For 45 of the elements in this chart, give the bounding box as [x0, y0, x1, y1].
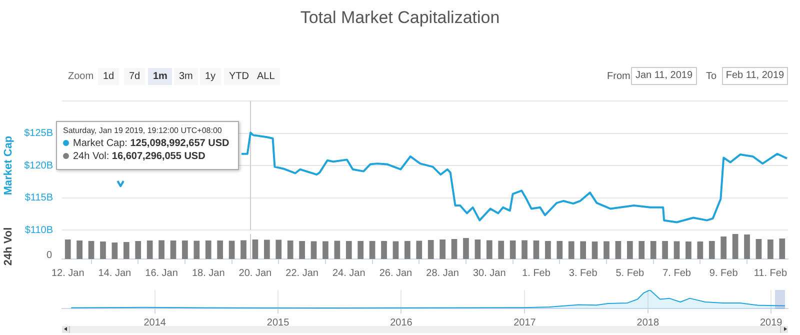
chart-title: Total Market Capitalization [299, 8, 501, 28]
y-tick-label: $120B [24, 160, 54, 172]
text: Feb 11, 2019 [722, 67, 788, 85]
text: 1y [200, 68, 221, 85]
y-axis-title: Market Cap [2, 136, 15, 196]
x-tick-label: 22. Jan [286, 268, 318, 279]
x-tick-label: 2018 [636, 317, 660, 328]
annotation: Saturday, Jan 19 2019, 19:12:00 UTC+08:00 [63, 126, 223, 135]
annotation: Market Cap: 125,098,992,657 USD [72, 137, 230, 150]
x-tick-label: 7. Feb [662, 268, 692, 279]
x-tick-label: 18. Jan [192, 268, 225, 279]
y-axis-title: 24h Vol [2, 227, 15, 266]
annotation: 24h Vol: 16,607,296,055 USD [72, 150, 206, 163]
x-tick-label: 30. Jan [472, 268, 506, 279]
text: 3m [174, 68, 198, 85]
x-tick-label: 1. Feb [522, 268, 551, 279]
y-tick-label: $110B [24, 224, 54, 236]
x-tick-label: 9. Feb [709, 268, 738, 279]
text: 0 [46, 250, 52, 261]
x-tick-label: 14. Jan [98, 268, 132, 279]
y-tick-label: $125B [24, 128, 54, 139]
x-tick-label: 2015 [266, 317, 290, 328]
x-tick-label: 2019 [760, 317, 783, 328]
text: 1m [148, 68, 172, 85]
text: From [607, 71, 630, 82]
x-tick-label: 2014 [144, 317, 166, 328]
x-tick-label: 11. Feb [754, 268, 788, 279]
x-tick-label: 28. Jan [426, 268, 459, 279]
text: YTD [224, 68, 254, 85]
text: Zoom [68, 71, 94, 82]
text: ALL [252, 68, 280, 85]
x-tick-label: 16. Jan [145, 268, 178, 279]
text: Jan 11, 2019 [631, 67, 697, 85]
x-tick-label: 12. Jan [51, 268, 84, 279]
x-tick-label: 20. Jan [238, 268, 272, 279]
text: 1d [98, 68, 120, 85]
x-tick-label: 3. Feb [568, 268, 598, 279]
text: 7d [124, 68, 146, 85]
x-tick-label: 24. Jan [332, 268, 366, 279]
x-tick-label: 2017 [514, 317, 536, 328]
x-tick-label: 26. Jan [379, 268, 412, 279]
x-tick-label: 5. Feb [616, 268, 645, 279]
y-tick-label: $115B [24, 192, 54, 204]
text: To [706, 71, 717, 82]
x-tick-label: 2016 [390, 317, 413, 328]
